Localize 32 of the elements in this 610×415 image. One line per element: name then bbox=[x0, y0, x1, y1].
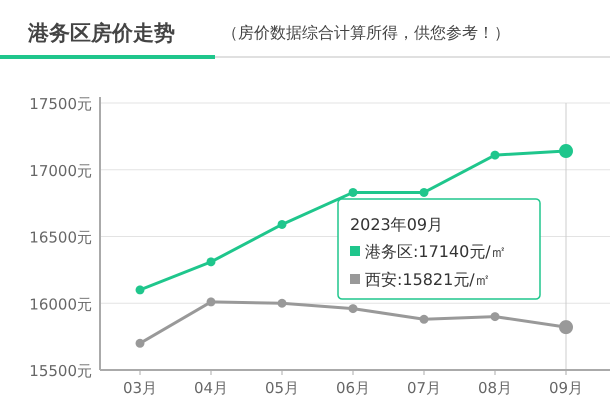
y-tick-label: 16000元 bbox=[29, 295, 92, 314]
point bbox=[206, 257, 216, 266]
legend-label: 西安 bbox=[365, 270, 397, 289]
x-tick-label: 05月 bbox=[264, 379, 300, 397]
legend: 2023年09月 港务区:17140元/㎡ 西安:15821元/㎡ bbox=[337, 198, 541, 300]
chart-title: 港务区房价走势 bbox=[27, 21, 175, 45]
x-tick-label: 03月 bbox=[122, 379, 158, 397]
point bbox=[420, 314, 428, 324]
point bbox=[136, 338, 144, 348]
point bbox=[348, 304, 358, 314]
chart-subtitle: （房价数据综合计算所得，供您参考！） bbox=[222, 23, 510, 42]
x-tick-label: 06月 bbox=[336, 379, 370, 397]
annotation: :15821元/㎡ bbox=[397, 270, 491, 289]
y-tick-label: 17500元 bbox=[29, 95, 92, 113]
x-tick-label: 07月 bbox=[406, 379, 442, 397]
point bbox=[206, 297, 216, 306]
point bbox=[348, 188, 358, 197]
x-tick-label: 09月 bbox=[548, 379, 584, 397]
point bbox=[420, 188, 428, 197]
x-tick-label: 08月 bbox=[478, 379, 512, 397]
legend-label: 港务区 bbox=[365, 242, 413, 261]
x-tick-label: 04月 bbox=[194, 379, 228, 397]
y-tick-label: 17000元 bbox=[29, 162, 92, 180]
point bbox=[490, 312, 500, 322]
y-tick-label: 15500元 bbox=[29, 362, 92, 380]
y-tick-label: 16500元 bbox=[29, 228, 92, 246]
point bbox=[278, 298, 286, 308]
legend-title: 2023年09月 bbox=[350, 215, 444, 234]
point bbox=[136, 285, 144, 294]
point bbox=[278, 220, 286, 229]
annotation: :17140元/㎡ bbox=[413, 242, 507, 261]
point bbox=[490, 150, 500, 160]
